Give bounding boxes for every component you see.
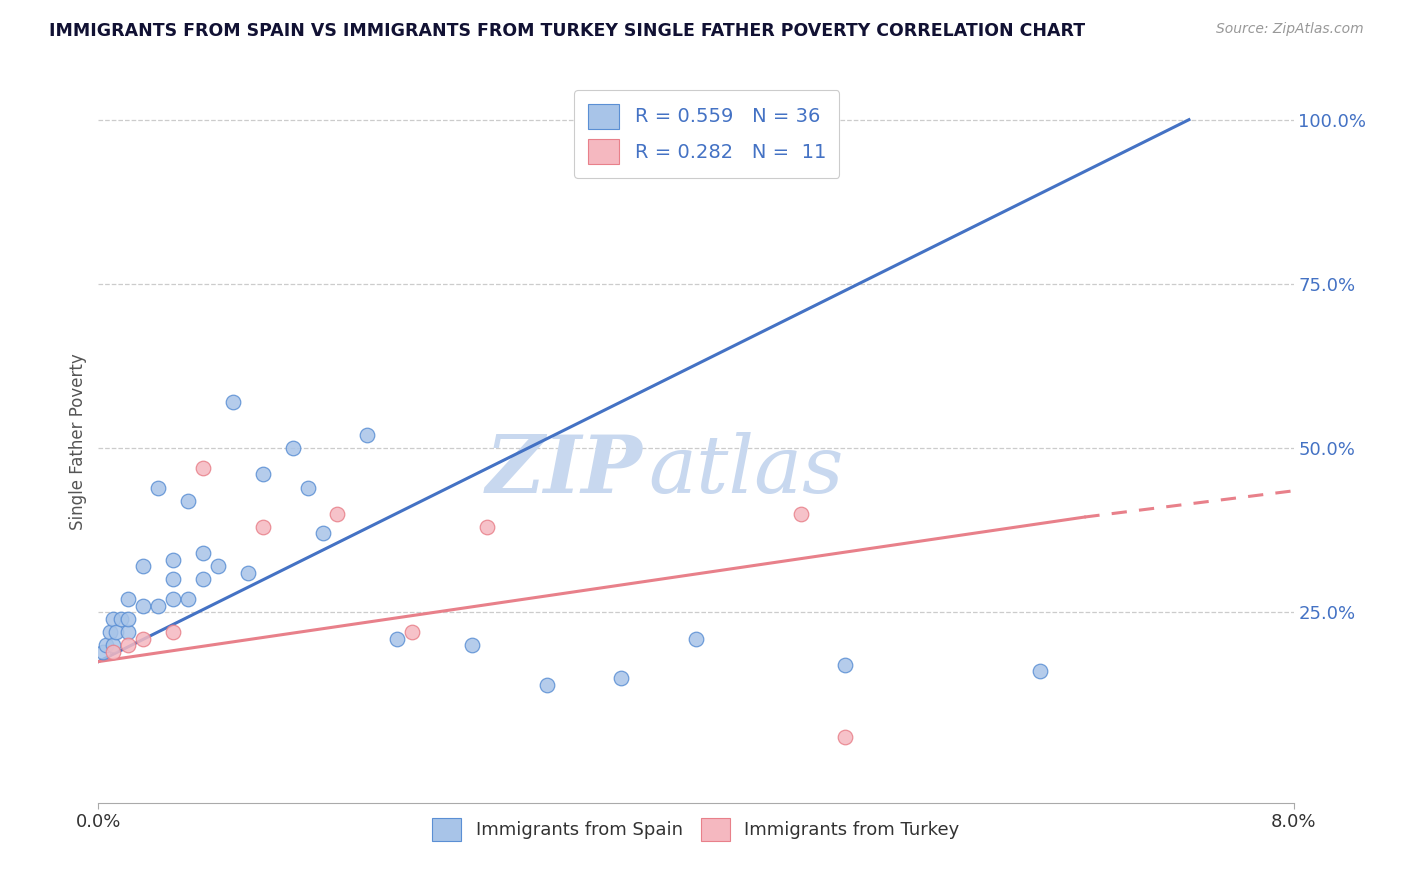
Point <box>98 625 122 640</box>
Point <box>834 657 856 672</box>
Point <box>105 625 128 640</box>
Text: ZIP: ZIP <box>485 432 643 509</box>
Point <box>401 625 423 640</box>
Point <box>91 645 114 659</box>
Point <box>326 507 349 521</box>
Point <box>103 612 125 626</box>
Point <box>162 573 184 587</box>
Point <box>162 625 184 640</box>
Point <box>191 546 214 560</box>
Point <box>475 520 498 534</box>
Text: IMMIGRANTS FROM SPAIN VS IMMIGRANTS FROM TURKEY SINGLE FATHER POVERTY CORRELATIO: IMMIGRANTS FROM SPAIN VS IMMIGRANTS FROM… <box>49 22 1085 40</box>
Point <box>236 566 259 580</box>
Point <box>356 428 378 442</box>
Point <box>461 638 484 652</box>
Point <box>132 599 155 613</box>
Point <box>207 559 229 574</box>
Point <box>281 441 304 455</box>
Point <box>162 553 184 567</box>
Point <box>252 467 274 482</box>
Point <box>177 592 200 607</box>
Point <box>311 526 333 541</box>
Point <box>117 638 139 652</box>
Point <box>117 592 139 607</box>
Point <box>132 559 155 574</box>
Point <box>297 481 319 495</box>
Text: atlas: atlas <box>648 432 844 509</box>
Point <box>1028 665 1050 679</box>
Legend: Immigrants from Spain, Immigrants from Turkey: Immigrants from Spain, Immigrants from T… <box>425 810 967 848</box>
Point <box>191 460 214 475</box>
Point <box>385 632 409 646</box>
Point <box>789 507 811 521</box>
Point <box>94 638 117 652</box>
Point <box>685 632 707 646</box>
Point <box>117 625 139 640</box>
Point <box>191 573 214 587</box>
Point <box>610 671 633 685</box>
Point <box>222 395 245 409</box>
Point <box>536 677 558 691</box>
Point <box>162 592 184 607</box>
Point <box>834 730 856 744</box>
Point <box>132 632 155 646</box>
Point <box>103 638 125 652</box>
Y-axis label: Single Father Poverty: Single Father Poverty <box>69 353 87 530</box>
Point <box>148 599 170 613</box>
Point <box>252 520 274 534</box>
Point <box>148 481 170 495</box>
Text: Source: ZipAtlas.com: Source: ZipAtlas.com <box>1216 22 1364 37</box>
Point <box>103 645 125 659</box>
Point <box>117 612 139 626</box>
Point <box>110 612 132 626</box>
Point <box>177 493 200 508</box>
